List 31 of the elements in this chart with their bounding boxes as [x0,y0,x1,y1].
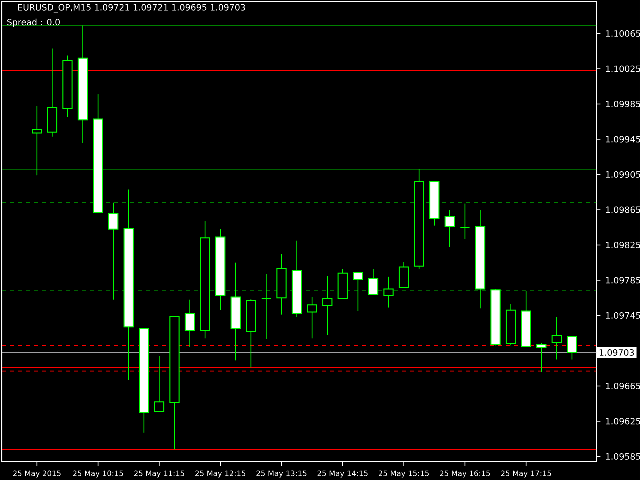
candlestick [261,274,272,340]
candlestick [353,272,364,312]
candlestick [384,276,394,308]
y-tick-label: 1.09745 [606,312,640,319]
candlestick [536,342,547,373]
y-tick-label: 1.10025 [606,66,640,72]
candlestick [567,336,578,360]
candlestick [307,296,318,340]
y-tick-label: 1.09585 [606,453,640,460]
candlestick [32,106,42,176]
text: Spread : 0.0 [8,18,60,28]
y-tick-label: 1.09905 [606,171,640,178]
candlestick [368,268,379,296]
y-tick-label: 1.09785 [606,277,640,284]
y-tick-label: 1.09865 [606,206,640,214]
candlestick [552,317,562,360]
candlestick [184,299,196,348]
y-tick-label: 1.09985 [606,100,640,108]
y-tick-label: 1.09625 [606,418,640,425]
candlestick [154,356,165,412]
y-tick-label: 1.09825 [606,242,640,248]
candlestick [322,276,333,336]
ref-line-label: 1.09703 [600,349,634,356]
y-tick-label: 1.09665 [606,382,640,390]
candlestick [444,210,455,248]
y-tick-label: 1.10065 [606,30,640,38]
chart-title: EURUSD_OP,M15 1.09721 1.09721 1.09695 1.09703 [18,4,246,13]
candlestick [460,203,470,240]
y-tick-label: 1.09945 [606,136,640,143]
candlestick [108,202,119,300]
candlestick [398,262,410,289]
